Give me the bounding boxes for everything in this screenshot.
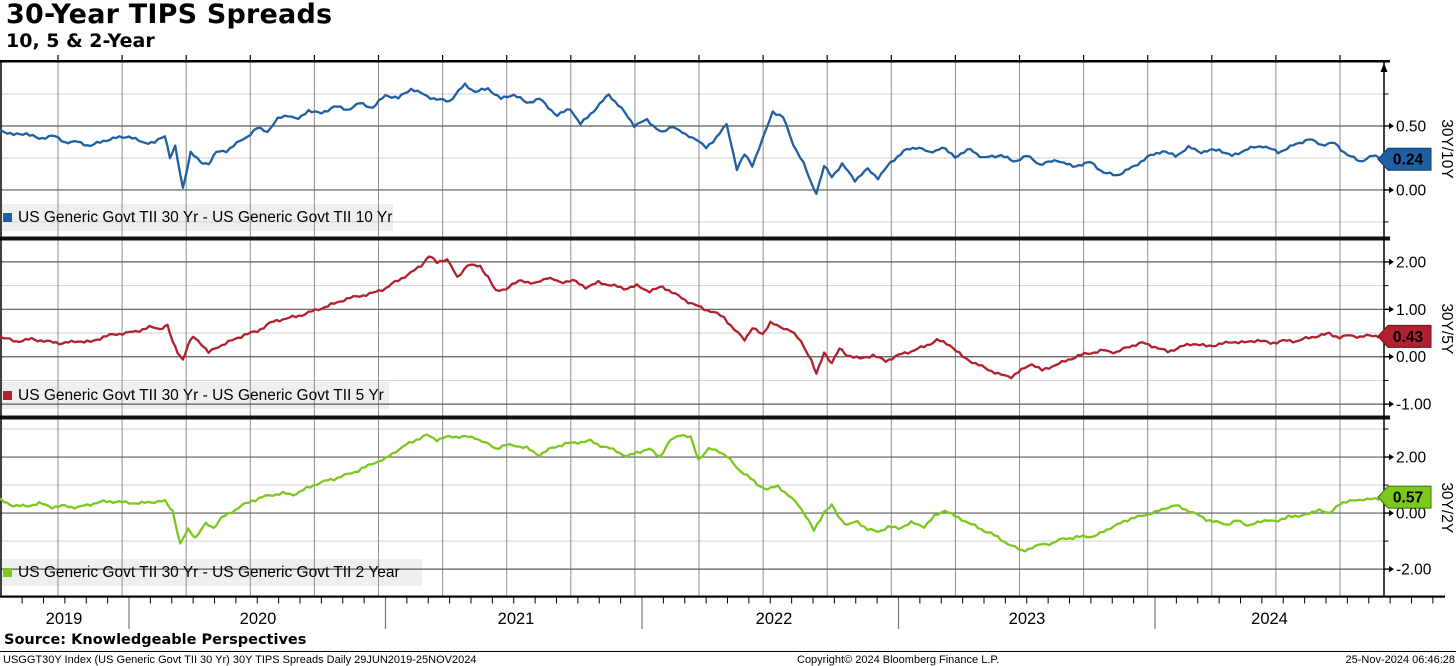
x-axis-year-label: 2023 — [1009, 610, 1046, 628]
y-tick-label: -2.00 — [1396, 562, 1432, 579]
footer-descriptor: USGGT30Y Index (US Generic Govt TII 30 Y… — [3, 654, 477, 666]
y-tick-arrow-icon — [1389, 509, 1394, 517]
y-tick-label: 0.00 — [1396, 506, 1427, 523]
y-tick-label: 0.00 — [1396, 182, 1427, 199]
y-tick-label: -1.00 — [1396, 397, 1432, 414]
y-tick-arrow-icon — [1389, 258, 1394, 266]
y-tick-label: 0.00 — [1396, 349, 1427, 366]
footer-timestamp: 25-Nov-2024 06:46:28 — [1345, 654, 1455, 666]
y-tick-arrow-icon — [1389, 186, 1394, 194]
legend-30y5y[interactable]: US Generic Govt TII 30 Yr - US Generic G… — [3, 382, 384, 409]
chart-title: 30-Year TIPS Spreads — [6, 0, 333, 30]
series-line-30y10y — [0, 82, 1386, 196]
x-axis-line — [0, 595, 1445, 598]
last-value-tag-30y5y — [1377, 324, 1432, 348]
legend-label-30y5y: US Generic Govt TII 30 Yr - US Generic G… — [18, 386, 384, 404]
y-tick-arrow-icon — [1389, 353, 1394, 360]
x-axis-year-label: 2024 — [1251, 610, 1288, 628]
footer-divider — [0, 651, 1456, 652]
source-line: Source: Knowledgeable Perspectives — [4, 632, 307, 648]
y-tick-arrow-icon — [1389, 453, 1394, 461]
panel-axis-title-30y10y: 30Y/10Y — [1438, 119, 1455, 178]
footer-copyright: Copyright© 2024 Bloomberg Finance L.P. — [797, 654, 1000, 666]
legend-marker-30y2y-icon — [3, 568, 12, 577]
last-value-label-30y10y: 0.24 — [1393, 152, 1424, 169]
x-axis-year-label: 2022 — [756, 610, 793, 628]
x-axis-year-label: 2020 — [240, 610, 277, 628]
x-axis-year-label: 2019 — [46, 610, 83, 628]
panel-divider-2 — [0, 415, 1390, 420]
y-tick-arrow-icon — [1389, 565, 1394, 573]
last-value-label-30y2y: 0.57 — [1393, 490, 1423, 507]
chart-top-border — [0, 60, 1390, 63]
y-tick-label: 2.00 — [1396, 450, 1427, 467]
legend-label-30y2y: US Generic Govt TII 30 Yr - US Generic G… — [18, 563, 400, 581]
legend-30y2y[interactable]: US Generic Govt TII 30 Yr - US Generic G… — [3, 559, 400, 586]
y-tick-arrow-icon — [1389, 306, 1394, 313]
legend-label-30y10y: US Generic Govt TII 30 Yr - US Generic G… — [18, 208, 393, 226]
series-line-30y5y — [0, 255, 1386, 380]
last-value-tag-30y2y — [1377, 485, 1432, 509]
legend-marker-30y10y-icon — [3, 213, 12, 222]
chart-header: 30-Year TIPS Spreads 10, 5 & 2-Year — [6, 0, 332, 52]
y-tick-arrow-icon — [1389, 122, 1394, 130]
y-tick-label: 0.50 — [1396, 118, 1427, 135]
legend-bg-30y10y — [1, 204, 393, 231]
legend-marker-30y5y-icon — [3, 391, 12, 400]
panel-axis-title-30y2y: 30Y/2Y — [1438, 482, 1455, 533]
x-axis-year-label: 2021 — [498, 610, 535, 628]
y-tick-label: 2.00 — [1396, 254, 1427, 271]
y-tick-label: 1.00 — [1396, 302, 1427, 319]
last-value-tag-30y10y — [1377, 147, 1432, 171]
last-value-label-30y5y: 0.43 — [1393, 329, 1424, 346]
chart-subtitle: 10, 5 & 2-Year — [6, 30, 155, 52]
panel-divider-1 — [0, 236, 1390, 241]
panel-axis-title-30y5y: 30Y/5Y — [1438, 303, 1455, 354]
legend-bg-30y2y — [1, 559, 422, 586]
legend-30y10y[interactable]: US Generic Govt TII 30 Yr - US Generic G… — [3, 204, 392, 231]
series-line-30y2y — [0, 433, 1386, 553]
y-tick-arrow-icon — [1389, 400, 1394, 408]
axis-top-arrow-icon — [1380, 63, 1388, 72]
